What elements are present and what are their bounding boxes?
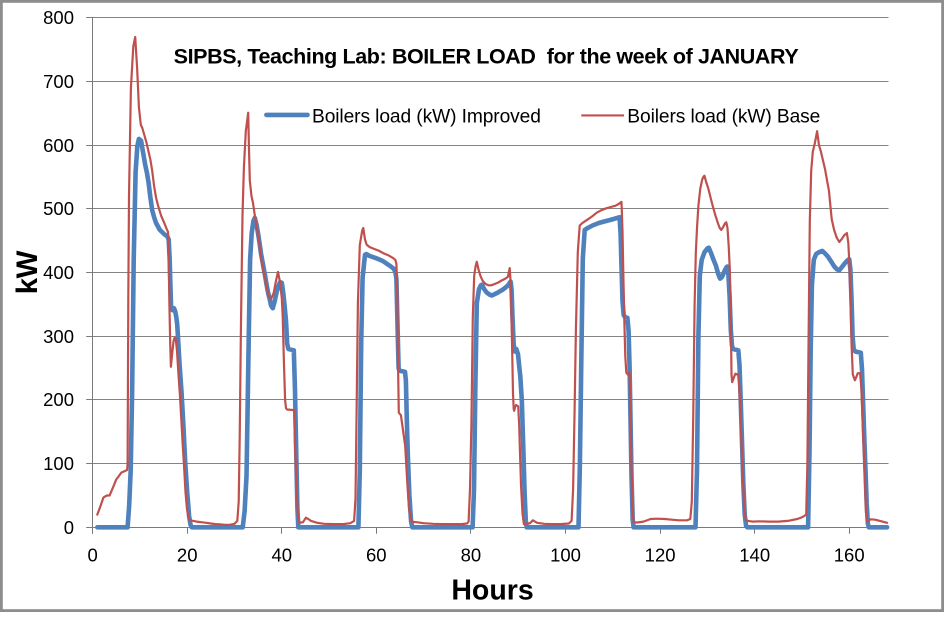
svg-text:80: 80 [461, 545, 482, 566]
svg-text:Boilers load (kW) Base: Boilers load (kW) Base [627, 106, 820, 127]
svg-text:300: 300 [43, 326, 74, 347]
svg-text:100: 100 [43, 453, 74, 474]
svg-text:kW: kW [11, 250, 44, 294]
svg-text:700: 700 [43, 71, 74, 92]
svg-text:140: 140 [739, 545, 770, 566]
svg-text:SIPBS, Teaching Lab: BOILER LO: SIPBS, Teaching Lab: BOILER LOAD for the… [174, 45, 799, 69]
svg-text:40: 40 [272, 545, 293, 566]
svg-text:20: 20 [177, 545, 198, 566]
svg-text:100: 100 [550, 545, 581, 566]
svg-text:500: 500 [43, 198, 74, 219]
svg-text:60: 60 [366, 545, 387, 566]
svg-text:400: 400 [43, 262, 74, 283]
svg-text:800: 800 [43, 7, 74, 28]
svg-text:0: 0 [64, 517, 74, 538]
svg-text:0: 0 [87, 545, 97, 566]
svg-text:160: 160 [834, 545, 865, 566]
svg-text:Hours: Hours [451, 574, 533, 606]
svg-text:200: 200 [43, 389, 74, 410]
svg-text:600: 600 [43, 135, 74, 156]
svg-text:Boilers load (kW) Improved: Boilers load (kW) Improved [312, 106, 541, 127]
svg-text:120: 120 [645, 545, 676, 566]
